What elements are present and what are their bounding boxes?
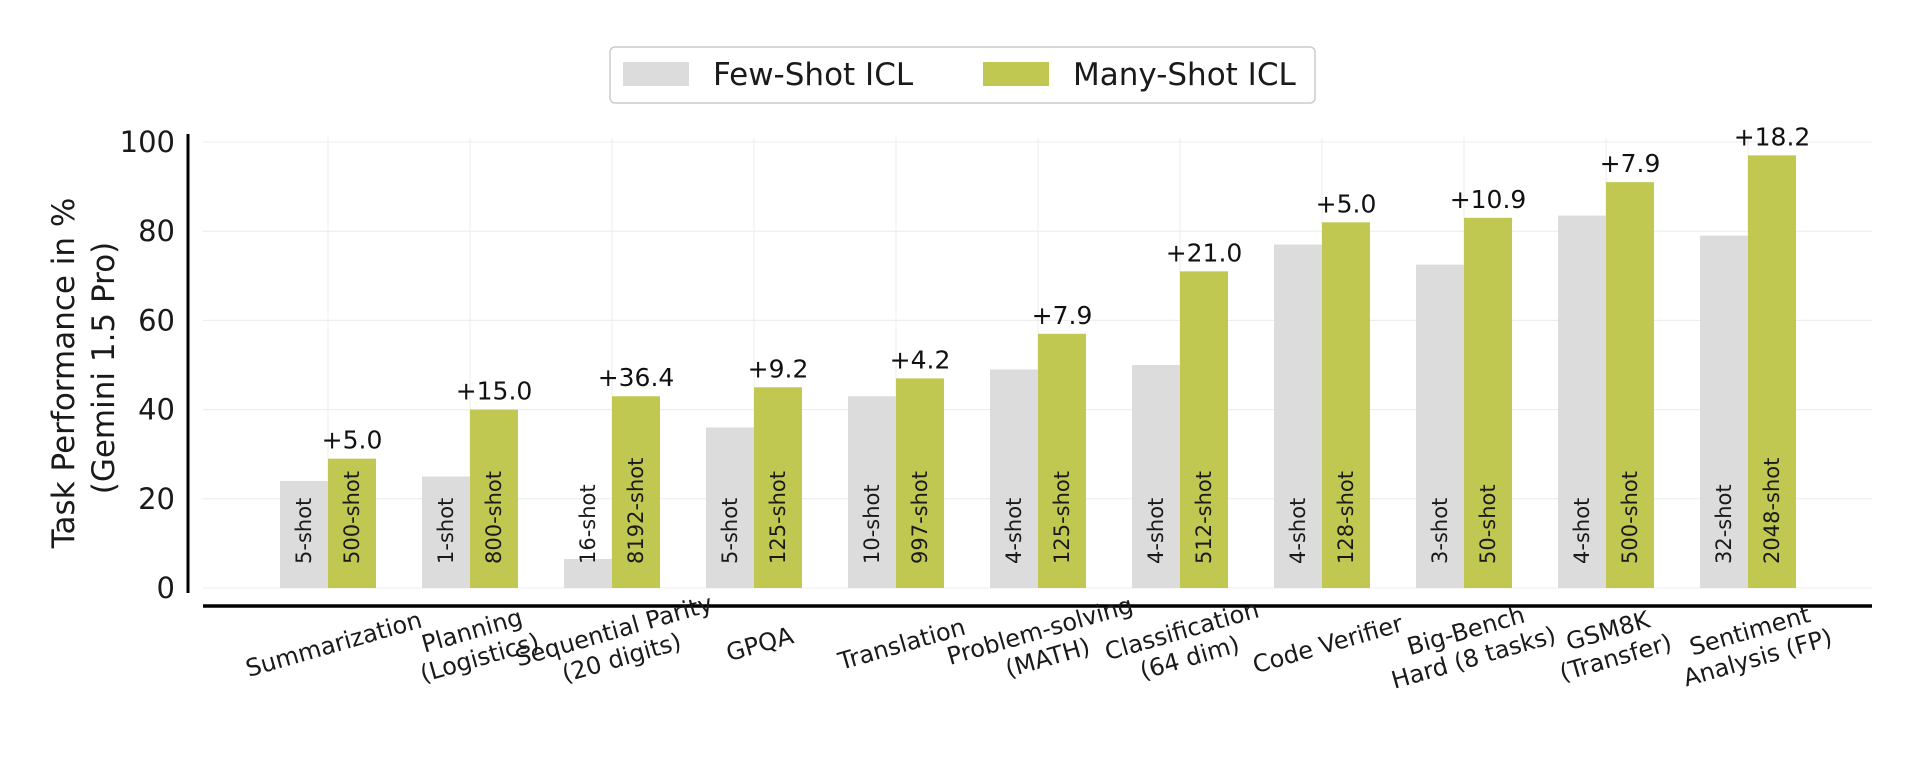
bar-few-shot xyxy=(1274,244,1322,588)
bars xyxy=(280,155,1796,588)
bar-many-shot xyxy=(1180,271,1228,588)
bar-few-shot xyxy=(422,476,470,588)
many-shot-count-label: 125-shot xyxy=(1050,471,1074,564)
delta-label: +21.0 xyxy=(1166,238,1243,267)
bar-few-shot xyxy=(848,396,896,588)
many-shot-count-label: 500-shot xyxy=(1618,471,1642,564)
delta-label: +4.2 xyxy=(890,345,951,374)
legend: Few-Shot ICL Many-Shot ICL xyxy=(609,46,1316,104)
many-shot-count-label: 500-shot xyxy=(340,471,364,564)
bar-few-shot xyxy=(706,427,754,588)
bar-many-shot xyxy=(612,396,660,588)
legend-label-few-shot: Few-Shot ICL xyxy=(713,57,914,93)
bar-few-shot xyxy=(564,559,612,588)
bar-many-shot xyxy=(1038,333,1086,588)
y-tick-label: 60 xyxy=(138,303,175,337)
few-shot-count-label: 5-shot xyxy=(292,498,316,564)
bar-few-shot xyxy=(1558,215,1606,588)
many-shot-count-label: 128-shot xyxy=(1334,471,1358,564)
y-tick-label: 100 xyxy=(120,125,175,159)
delta-label: +15.0 xyxy=(456,377,533,406)
y-tick-label: 20 xyxy=(138,482,175,516)
x-category-label-line: Summarization xyxy=(243,606,425,683)
few-shot-count-label: 4-shot xyxy=(1286,498,1310,564)
delta-label: +18.2 xyxy=(1734,122,1811,151)
few-shot-count-label: 4-shot xyxy=(1570,498,1594,564)
bar-many-shot xyxy=(470,409,518,588)
bar-many-shot xyxy=(328,458,376,588)
x-category-label-line: Code Verifier xyxy=(1250,610,1407,680)
few-shot-count-label: 16-shot xyxy=(576,484,600,564)
axes xyxy=(186,134,1872,608)
legend-swatch-few-shot xyxy=(623,62,689,86)
x-category-label: SentimentAnalysis (FP) xyxy=(1672,596,1835,692)
bar-few-shot xyxy=(1132,365,1180,588)
delta-label: +7.9 xyxy=(1032,301,1093,330)
bar-many-shot xyxy=(1748,155,1796,588)
y-axis-label-line-1: Task Performance in % xyxy=(46,198,82,550)
x-category-label: Code Verifier xyxy=(1250,610,1407,680)
bar-many-shot xyxy=(1464,217,1512,588)
many-shot-count-label: 997-shot xyxy=(908,471,932,564)
y-axis-label: Task Performance in % (Gemini 1.5 Pro) xyxy=(46,188,122,550)
x-category-label: GSM8K(Transfer) xyxy=(1549,602,1675,688)
y-tick-label: 0 xyxy=(157,571,175,605)
delta-label: +36.4 xyxy=(598,363,675,392)
few-shot-count-label: 32-shot xyxy=(1712,484,1736,564)
y-tick-label: 40 xyxy=(138,393,175,427)
delta-label: +7.9 xyxy=(1600,149,1661,178)
legend-frame xyxy=(609,46,1316,104)
many-shot-count-label: 2048-shot xyxy=(1760,458,1784,564)
bar-few-shot xyxy=(1700,235,1748,588)
few-shot-count-label: 4-shot xyxy=(1002,498,1026,564)
many-shot-count-label: 512-shot xyxy=(1192,471,1216,564)
x-category-label: GPQA xyxy=(723,621,797,667)
many-shot-count-label: 8192-shot xyxy=(624,458,648,564)
x-category-label-line: GPQA xyxy=(723,621,797,667)
legend-swatch-many-shot xyxy=(983,62,1049,86)
few-shot-count-label: 3-shot xyxy=(1428,498,1452,564)
x-category-label: Summarization xyxy=(243,606,425,683)
many-shot-count-label: 50-shot xyxy=(1476,484,1500,564)
bar-few-shot xyxy=(990,369,1038,588)
bar-many-shot xyxy=(896,378,944,588)
bar-many-shot xyxy=(1606,182,1654,588)
many-shot-count-label: 800-shot xyxy=(482,471,506,564)
y-tick-label: 80 xyxy=(138,214,175,248)
few-shot-count-label: 5-shot xyxy=(718,498,742,564)
few-shot-count-label: 10-shot xyxy=(860,484,884,564)
bar-few-shot xyxy=(280,480,328,588)
few-shot-count-label: 4-shot xyxy=(1144,498,1168,564)
many-shot-count-label: 125-shot xyxy=(766,471,790,564)
delta-label: +5.0 xyxy=(1316,189,1377,218)
x-category-label: Big-BenchHard (8 tasks) xyxy=(1381,594,1560,695)
bar-many-shot xyxy=(1322,222,1370,588)
bar-many-shot xyxy=(754,387,802,588)
bar-few-shot xyxy=(1416,264,1464,588)
delta-label: +9.2 xyxy=(748,354,809,383)
delta-label: +10.9 xyxy=(1450,185,1527,214)
delta-label: +5.0 xyxy=(322,426,383,455)
y-axis-label-line-2: (Gemini 1.5 Pro) xyxy=(86,242,122,495)
few-shot-count-label: 1-shot xyxy=(434,498,458,564)
legend-label-many-shot: Many-Shot ICL xyxy=(1073,57,1296,93)
